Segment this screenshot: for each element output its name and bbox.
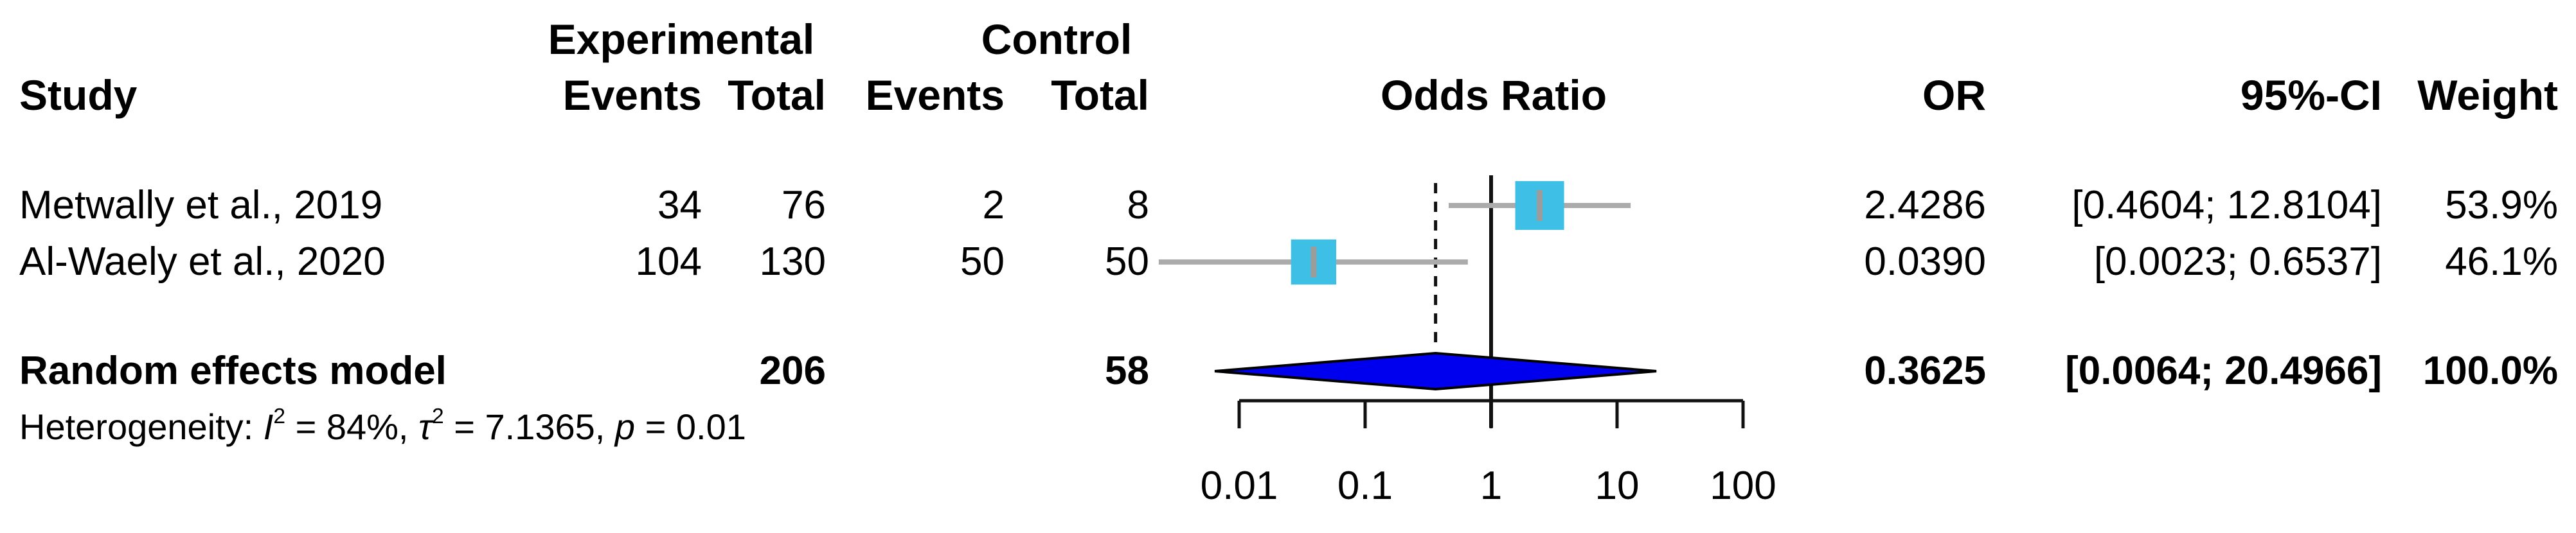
x-axis-tick-label: 100: [1710, 464, 1776, 508]
tau-squared-symbol: τ: [418, 406, 433, 447]
summary-or-value: 0.3625: [1864, 349, 1986, 393]
i-squared-exponent: 2: [273, 405, 286, 429]
or-column-header: OR: [1922, 71, 1986, 119]
heterogeneity-prefix: Heterogeneity:: [19, 406, 264, 447]
tau-squared-exponent: 2: [432, 405, 444, 429]
weight-column-header: Weight: [2417, 71, 2558, 119]
ctrl-events-value: 50: [960, 240, 1005, 284]
exp-total-value: 76: [782, 183, 826, 227]
ci-column-header: 95%-CI: [2240, 71, 2382, 119]
exp-events-value: 34: [657, 183, 702, 227]
odds-ratio-plot-header: Odds Ratio: [1380, 71, 1607, 119]
summary-exp-total-value: 206: [759, 349, 826, 393]
x-axis-tick-label: 0.1: [1337, 464, 1393, 508]
exp-events-column-header: Events: [562, 71, 702, 119]
x-axis-tick-label: 0.01: [1201, 464, 1278, 508]
control-group-header: Control: [981, 15, 1132, 63]
ctrl-events-value: 2: [982, 183, 1005, 227]
study-column-header: Study: [19, 71, 138, 119]
x-axis-tick-label: 1: [1480, 464, 1502, 508]
or-value: 0.0390: [1864, 240, 1986, 284]
study-label: Al-Waely et al., 2020: [19, 240, 386, 284]
heterogeneity-note: Heterogeneity: I2 = 84%, τ2 = 7.1365, p …: [19, 406, 746, 447]
exp-total-value: 130: [759, 240, 826, 284]
summary-ctrl-total-value: 58: [1105, 349, 1149, 393]
ci-value: [0.4604; 12.8104]: [2071, 183, 2382, 227]
weight-value: 53.9%: [2445, 183, 2558, 227]
experimental-group-header: Experimental: [548, 15, 815, 63]
ctrl-total-value: 50: [1105, 240, 1149, 284]
summary-weight-value: 100.0%: [2422, 349, 2558, 393]
tau-squared-value: = 7.1365,: [443, 406, 615, 447]
p-value: = 0.01: [635, 406, 746, 447]
p-symbol: p: [614, 406, 636, 447]
ctrl-total-column-header: Total: [1051, 71, 1149, 119]
exp-events-value: 104: [635, 240, 702, 284]
summary-label: Random effects model: [19, 349, 447, 393]
ctrl-total-value: 8: [1127, 183, 1149, 227]
x-axis-tick-label: 10: [1595, 464, 1640, 508]
exp-total-column-header: Total: [728, 71, 826, 119]
summary-diamond: [1214, 351, 1657, 391]
ctrl-events-column-header: Events: [865, 71, 1005, 119]
study-label: Metwally et al., 2019: [19, 183, 383, 227]
or-value: 2.4286: [1864, 183, 1986, 227]
summary-ci-value: [0.0064; 20.4966]: [2065, 349, 2382, 393]
i-squared-value: = 84%,: [285, 406, 419, 447]
i-squared-symbol: I: [263, 406, 274, 447]
ci-value: [0.0023; 0.6537]: [2093, 240, 2382, 284]
weight-value: 46.1%: [2445, 240, 2558, 284]
